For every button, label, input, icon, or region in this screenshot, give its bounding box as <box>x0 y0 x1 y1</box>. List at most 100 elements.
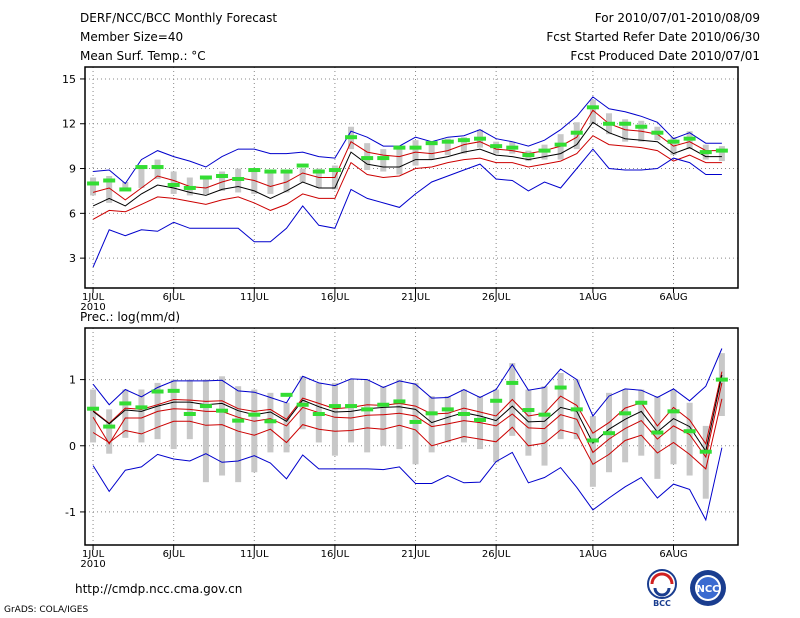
y-tick-label: 12 <box>62 118 76 131</box>
member-spread-bar <box>202 177 209 194</box>
median-marker <box>457 138 470 143</box>
member-spread-bar <box>557 372 564 440</box>
member-spread-bar <box>251 171 258 194</box>
median-marker <box>619 411 632 416</box>
forecast-produced-label: Fcst Produced Date 2010/07/01 <box>570 49 760 63</box>
member-spread-bar <box>364 379 371 453</box>
series-line-max <box>93 96 722 185</box>
series-line-upper_spread <box>92 109 722 201</box>
median-marker <box>345 404 358 409</box>
median-marker <box>232 176 245 181</box>
median-marker <box>554 385 567 390</box>
x-tick-label: 1JUL <box>82 549 105 560</box>
median-marker <box>425 141 438 146</box>
median-marker <box>635 400 648 405</box>
median-marker <box>248 412 261 417</box>
median-marker <box>474 417 487 422</box>
median-marker <box>554 142 567 147</box>
series-line-mean <box>92 121 722 207</box>
median-marker <box>345 135 358 140</box>
member-spread-bar <box>138 389 145 443</box>
x-tick-label: 16JUL <box>321 549 350 560</box>
series-line-min <box>92 148 722 268</box>
x-tick-label: 1AUG <box>579 549 607 560</box>
median-marker <box>119 187 132 192</box>
median-marker <box>409 419 422 424</box>
median-marker <box>490 398 503 403</box>
chart-temperature: 3 6 9 12 15 1JUL 6JUL 11JUL 16JUL 21JUL 26JUL 1AUG 6… <box>62 66 739 313</box>
member-spread-bar <box>396 146 403 175</box>
member-spread-bar <box>299 168 306 182</box>
median-marker <box>393 399 406 404</box>
median-marker <box>296 402 309 407</box>
source-url[interactable]: http://cmdp.ncc.cma.gov.cn <box>75 582 243 596</box>
member-spread-bar <box>589 99 596 124</box>
median-marker <box>135 405 148 410</box>
plot-frame <box>84 327 739 546</box>
x-year-label: 2010 <box>80 559 105 570</box>
median-marker <box>216 174 229 179</box>
x-tick-label: 6JUL <box>163 549 186 560</box>
median-marker <box>87 406 100 411</box>
member-spread-bar <box>331 382 338 456</box>
median-marker <box>328 404 341 409</box>
member-spread-bar <box>654 396 661 479</box>
member-spread-bar <box>170 171 177 194</box>
median-marker <box>570 130 583 135</box>
median-marker <box>699 449 712 454</box>
series-line-lower_spread <box>92 135 722 220</box>
grads-credit: GrADS: COLA/IGES <box>4 605 89 615</box>
bcc-logo: BCC <box>647 569 677 608</box>
median-marker <box>264 419 277 424</box>
member-spread-bar <box>718 146 725 162</box>
member-spread-bar <box>315 168 322 188</box>
median-marker <box>87 181 100 186</box>
median-marker <box>216 408 229 413</box>
x-tick-label: 16JUL <box>321 292 350 303</box>
member-spread-bar <box>444 138 451 156</box>
member-spread-bar <box>380 149 387 172</box>
x-tick-label: 26JUL <box>482 549 511 560</box>
x-tick-label: 6JUL <box>163 292 186 303</box>
median-marker <box>506 145 519 150</box>
forecast-period-label: For 2010/07/01-2010/08/09 <box>594 11 760 25</box>
median-marker <box>167 388 180 393</box>
median-marker <box>119 401 132 406</box>
median-marker <box>441 407 454 412</box>
member-spread-bar <box>90 389 97 443</box>
median-marker <box>312 169 325 174</box>
member-spread-bar <box>622 389 629 463</box>
median-marker <box>199 175 212 180</box>
member-spread-bar <box>219 171 226 191</box>
x-tick-label: 1AUG <box>579 292 607 303</box>
member-spread-bar <box>154 159 161 179</box>
median-marker <box>199 404 212 409</box>
ncc-logo: NCC <box>690 570 726 606</box>
median-marker <box>296 163 309 168</box>
series-line-mean <box>92 374 723 453</box>
member-spread-bar <box>428 144 435 160</box>
median-marker <box>538 148 551 153</box>
y-tick-label: 1 <box>69 374 76 387</box>
x-tick-label: 21JUL <box>401 549 430 560</box>
member-spread-bar <box>557 134 564 160</box>
median-marker <box>280 169 293 174</box>
median-marker <box>425 411 438 416</box>
series-line-min <box>92 447 723 522</box>
member-spread-bar <box>670 389 677 465</box>
median-marker <box>586 105 599 110</box>
member-spread-bar <box>219 376 226 476</box>
y-tick-label: -1 <box>65 506 76 519</box>
median-marker <box>522 408 535 413</box>
median-marker <box>393 145 406 150</box>
member-spread-bar <box>251 389 258 473</box>
median-marker <box>409 145 422 150</box>
median-marker <box>651 430 664 435</box>
median-marker <box>538 412 551 417</box>
chart-title: DERF/NCC/BCC Monthly Forecast <box>80 11 278 25</box>
median-marker <box>635 124 648 129</box>
series-line-upper_spread <box>92 371 723 446</box>
median-marker <box>457 412 470 417</box>
y-tick-label: 0 <box>69 440 76 453</box>
median-marker <box>506 380 519 385</box>
